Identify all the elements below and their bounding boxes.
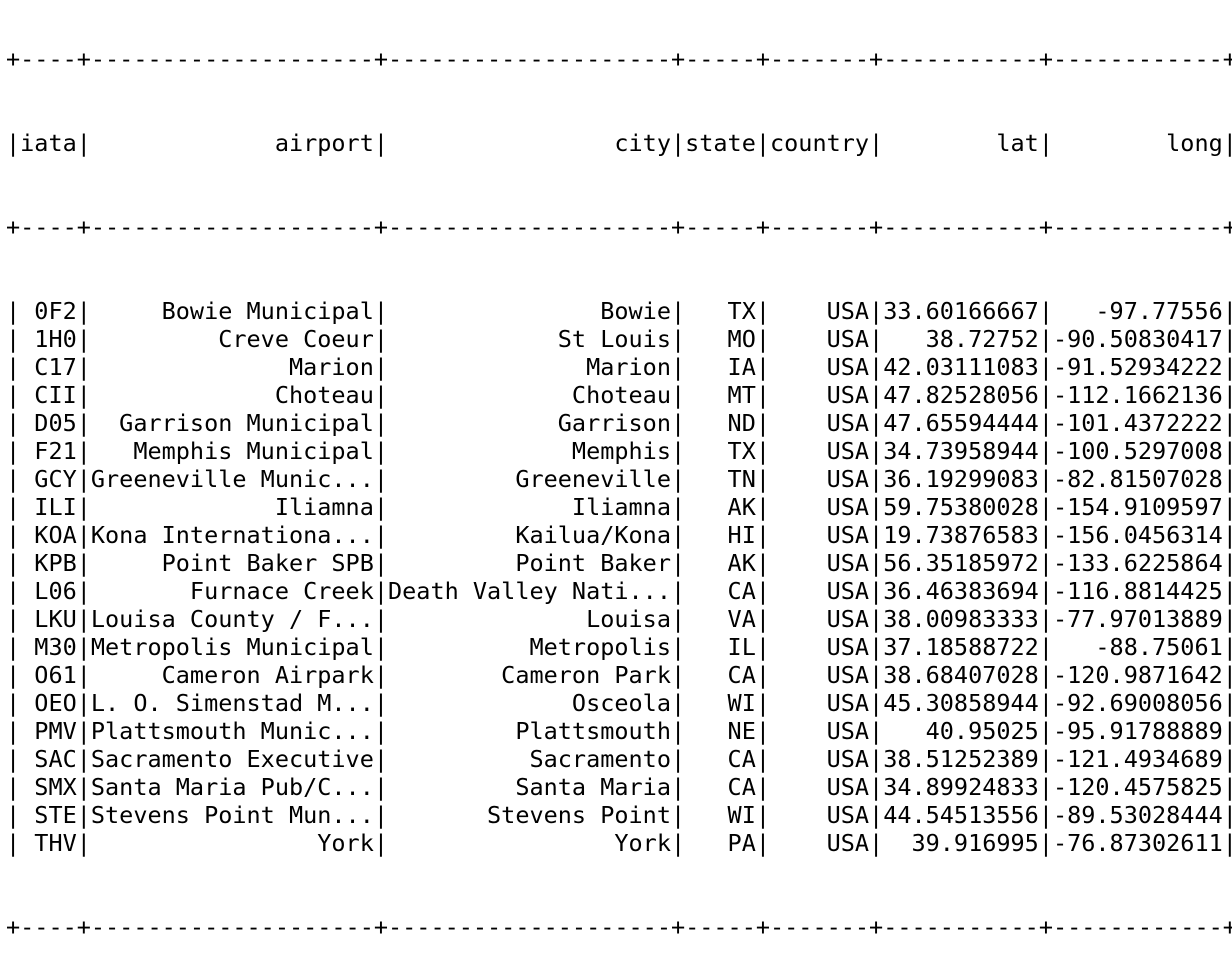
table-row: | 1H0| Creve Coeur| St Louis| MO| USA| 3… — [6, 325, 1232, 353]
table-row: | THV| York| York| PA| USA| 39.916995|-7… — [6, 829, 1232, 857]
table-row: | PMV|Plattsmouth Munic...| Plattsmouth|… — [6, 717, 1232, 745]
table-row: | O61| Cameron Airpark| Cameron Park| CA… — [6, 661, 1232, 689]
table-body: | 0F2| Bowie Municipal| Bowie| TX| USA|3… — [6, 297, 1232, 857]
table-border-bottom: +----+--------------------+-------------… — [6, 913, 1232, 941]
table-row: | GCY|Greeneville Munic...| Greeneville|… — [6, 465, 1232, 493]
table-row: | L06| Furnace Creek|Death Valley Nati..… — [6, 577, 1232, 605]
table-row: | ILI| Iliamna| Iliamna| AK| USA|59.7538… — [6, 493, 1232, 521]
table-row: | M30|Metropolis Municipal| Metropolis| … — [6, 633, 1232, 661]
table-row: | STE|Stevens Point Mun...| Stevens Poin… — [6, 801, 1232, 829]
terminal-output: +----+--------------------+-------------… — [6, 0, 1232, 969]
table-row: | OEO|L. O. Simenstad M...| Osceola| WI|… — [6, 689, 1232, 717]
table-row: | LKU|Louisa County / F...| Louisa| VA| … — [6, 605, 1232, 633]
table-header-row: |iata| airport| city|state|country| lat|… — [6, 129, 1232, 157]
table-row: | CII| Choteau| Choteau| MT| USA|47.8252… — [6, 381, 1232, 409]
table-header-separator: +----+--------------------+-------------… — [6, 213, 1232, 241]
table-row: | 0F2| Bowie Municipal| Bowie| TX| USA|3… — [6, 297, 1232, 325]
table-row: | F21| Memphis Municipal| Memphis| TX| U… — [6, 437, 1232, 465]
table-row: | D05| Garrison Municipal| Garrison| ND|… — [6, 409, 1232, 437]
table-row: | KPB| Point Baker SPB| Point Baker| AK|… — [6, 549, 1232, 577]
table-row: | SAC|Sacramento Executive| Sacramento| … — [6, 745, 1232, 773]
table-row: | C17| Marion| Marion| IA| USA|42.031110… — [6, 353, 1232, 381]
table-row: | SMX|Santa Maria Pub/C...| Santa Maria|… — [6, 773, 1232, 801]
table-border-top: +----+--------------------+-------------… — [6, 45, 1232, 73]
table-row: | KOA|Kona Internationa...| Kailua/Kona|… — [6, 521, 1232, 549]
